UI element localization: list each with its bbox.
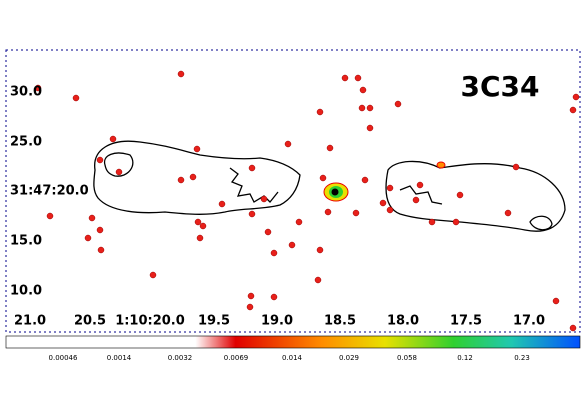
source	[196, 234, 204, 242]
colorbar-label: 0.00046	[49, 354, 78, 362]
x-tick-label: 19.5	[198, 314, 230, 329]
source	[115, 168, 123, 176]
colorbar-label: 0.014	[282, 354, 303, 362]
source	[386, 206, 394, 214]
source	[416, 181, 424, 189]
source	[218, 200, 226, 208]
source	[264, 228, 272, 236]
source	[319, 174, 327, 182]
source	[569, 106, 577, 114]
source	[314, 276, 322, 284]
source	[199, 222, 207, 230]
source	[34, 84, 42, 92]
x-tick-label: 18.5	[324, 314, 356, 329]
source	[149, 271, 157, 279]
source	[326, 144, 334, 152]
source	[569, 324, 577, 332]
title: 3C34	[461, 70, 540, 103]
source	[177, 70, 185, 78]
y-tick-label: 10.0	[10, 284, 42, 299]
plot-frame	[5, 49, 581, 333]
source	[366, 124, 374, 132]
source	[504, 209, 512, 217]
source	[177, 176, 185, 184]
colorbar-label: 0.058	[397, 354, 417, 362]
source	[354, 74, 362, 82]
source	[359, 86, 367, 94]
source	[428, 218, 436, 226]
source	[84, 234, 92, 242]
source	[246, 303, 254, 311]
source	[46, 212, 54, 220]
source	[248, 164, 256, 172]
source	[352, 209, 360, 217]
colorbar-label: 0.12	[457, 354, 473, 362]
source	[97, 246, 105, 254]
source	[552, 297, 560, 305]
colorbar-label: 0.0032	[168, 354, 193, 362]
x-tick-label: 17.0	[513, 314, 545, 329]
sources	[34, 70, 580, 332]
x-tick-label: 20.5	[74, 314, 106, 329]
source	[270, 249, 278, 257]
source	[189, 173, 197, 181]
y-tick-label: 25.0	[10, 135, 42, 150]
source	[324, 208, 332, 216]
blob	[436, 161, 446, 169]
source	[270, 293, 278, 301]
colorbar-label: 0.029	[339, 354, 359, 362]
source	[316, 108, 324, 116]
source	[358, 104, 366, 112]
source	[284, 140, 292, 148]
contours	[93, 140, 566, 232]
y-tick-label: 30.0	[10, 85, 42, 100]
source	[572, 93, 580, 101]
source	[456, 191, 464, 199]
source	[247, 292, 255, 300]
colorbar-label: 0.23	[514, 354, 530, 362]
x-tick-label: 21.0	[14, 314, 46, 329]
source	[96, 156, 104, 164]
source	[386, 184, 394, 192]
colorbar	[5, 335, 581, 349]
source	[366, 104, 374, 112]
source	[109, 135, 117, 143]
source	[248, 210, 256, 218]
x-tick-label: 18.0	[387, 314, 419, 329]
x-tick-label: 17.5	[450, 314, 482, 329]
source	[193, 145, 201, 153]
core	[331, 188, 339, 196]
y-tick-label: 31:47:20.0	[10, 184, 89, 199]
source	[194, 218, 202, 226]
source	[288, 241, 296, 249]
colorbar-label: 0.0014	[107, 354, 132, 362]
source	[341, 74, 349, 82]
colorbar-label: 0.0069	[224, 354, 249, 362]
source	[452, 218, 460, 226]
source	[260, 195, 268, 203]
source	[295, 218, 303, 226]
source	[394, 100, 402, 108]
source	[412, 196, 420, 204]
source	[72, 94, 80, 102]
source	[512, 163, 520, 171]
source	[88, 214, 96, 222]
y-tick-label: 15.0	[10, 234, 42, 249]
source	[379, 199, 387, 207]
source	[96, 226, 104, 234]
x-tick-label: 19.0	[261, 314, 293, 329]
x-tick-label: 1:10:20.0	[115, 314, 185, 329]
source	[316, 246, 324, 254]
source	[361, 176, 369, 184]
